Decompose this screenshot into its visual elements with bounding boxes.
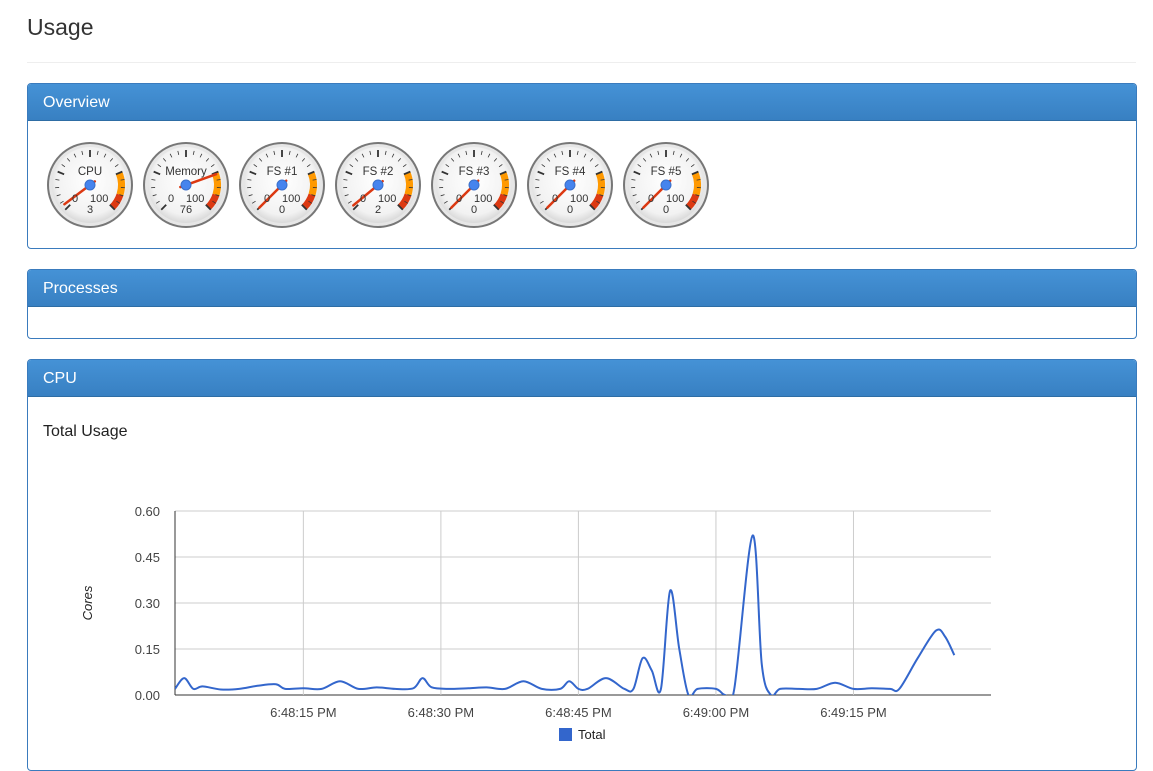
y-tick-label: 0.60 [135,504,160,519]
gauge-value: 0 [622,204,710,216]
processes-panel: Processes [27,269,1137,339]
processes-heading: Processes [28,270,1136,307]
gauge-label: FS #2 [334,166,422,178]
y-tick-label: 0.45 [135,550,160,565]
page-title: Usage [27,14,93,41]
gauge-label: CPU [46,166,134,178]
y-tick-label: 0.15 [135,642,160,657]
legend-label-total: Total [578,727,606,742]
y-axis-title: Cores [80,585,95,620]
x-tick-label: 6:48:15 PM [270,705,337,720]
y-tick-label: 0.30 [135,596,160,611]
gauge-label: FS #5 [622,166,710,178]
gauge-value: 2 [334,204,422,216]
series-line-total [175,535,954,702]
y-tick-label: 0.00 [135,688,160,703]
gauge-label: FS #4 [526,166,614,178]
gauge-value: 0 [430,204,518,216]
x-tick-label: 6:48:30 PM [408,705,475,720]
gauge-value: 76 [142,204,230,216]
gauge-label: Memory [142,166,230,178]
x-tick-label: 6:49:15 PM [820,705,887,720]
gauge-label: FS #3 [430,166,518,178]
cpu-usage-chart: 0.00 0.15 0.30 0.45 0.60 6:48:15 PM 6:48:30 PM… [28,360,1136,770]
gauge-value: 0 [526,204,614,216]
title-divider [27,62,1136,63]
gauge-value: 3 [46,204,134,216]
legend-swatch-total [559,728,572,741]
x-tick-label: 6:48:45 PM [545,705,612,720]
overview-heading: Overview [28,84,1136,121]
gauge-value: 0 [238,204,326,216]
gauge-label: FS #1 [238,166,326,178]
x-tick-label: 6:49:00 PM [683,705,750,720]
